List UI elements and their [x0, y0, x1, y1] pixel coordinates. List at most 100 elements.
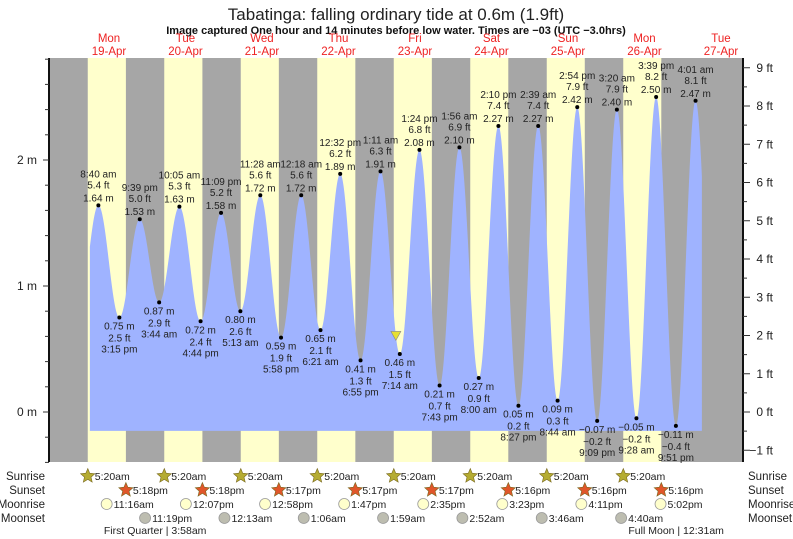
left-tick-label: 2 m	[17, 153, 37, 167]
day-date: 27-Apr	[704, 46, 739, 58]
moonrise-icon	[654, 498, 667, 510]
sunrise-icon	[538, 467, 555, 483]
low-tide-label: 1.3 ft	[349, 376, 371, 387]
high-tide-label: 2.27 m	[523, 114, 554, 125]
low-tide-label: 3:15 pm	[101, 345, 137, 356]
high-tide-label: 11:28 am	[240, 159, 281, 170]
high-tide-label: 8:40 am	[80, 169, 116, 180]
moonrise-time: 12:58pm	[272, 499, 313, 511]
moonrise-row-label-left: Moonrise	[0, 499, 45, 511]
high-tide-label: 7.9 ft	[566, 82, 588, 93]
moonset-icon	[615, 512, 628, 524]
high-tide-label: 9:39 pm	[122, 183, 158, 194]
low-tide-label: 0.2 ft	[507, 422, 529, 433]
high-tide-label: 1.72 m	[286, 183, 317, 194]
current-tide-marker	[390, 331, 402, 342]
moonset-time: 4:40am	[628, 513, 663, 525]
sunrise-icon	[79, 467, 96, 483]
high-tide-label: 3:39 pm	[638, 61, 674, 72]
high-tide-label: 7.4 ft	[527, 101, 549, 112]
low-tide-label: 9:28 am	[618, 445, 654, 456]
sunrise-icon	[615, 467, 632, 483]
day-date: 20-Apr	[168, 46, 203, 58]
moonrise-icon	[179, 498, 192, 510]
sunset-time: 5:16pm	[515, 485, 550, 497]
day-weekday: Sat	[483, 33, 501, 45]
high-tide-label: 1.91 m	[365, 159, 396, 170]
sunset-row-label-right: Sunset	[748, 485, 785, 497]
day-weekday: Sun	[558, 33, 578, 45]
day-date: 24-Apr	[474, 46, 509, 58]
sunset-time: 5:16pm	[592, 485, 627, 497]
sunset-icon	[194, 481, 211, 497]
high-tide-label: 2.42 m	[562, 95, 593, 106]
high-tide-label: 6.3 ft	[369, 146, 391, 157]
high-tide-label: 1.63 m	[164, 195, 195, 206]
axes: 0 m 1 m 2 m −1 ft 0 ft 1 ft 2 ft 3 ft 4 ft 5 ft 6 …	[17, 58, 774, 463]
high-tide-label: 1.89 m	[325, 162, 356, 173]
right-tick-label: −1 ft	[749, 443, 773, 457]
high-tide-label: 2.10 m	[444, 135, 475, 146]
moon-phase-label: First Quarter | 3:58am	[104, 525, 207, 537]
low-tide-label: 8:44 am	[540, 428, 576, 439]
high-tide-label: 6.8 ft	[408, 125, 430, 136]
sunset-icon	[118, 481, 134, 497]
right-tick-label: 1 ft	[756, 367, 773, 381]
right-tick-label: 2 ft	[756, 329, 773, 343]
low-tide-label: −0.4 ft	[662, 442, 690, 453]
high-tide-point	[536, 123, 541, 128]
day-date: 22-Apr	[321, 46, 356, 58]
moonset-time: 11:19pm	[152, 513, 192, 525]
high-tide-label: 2.47 m	[680, 89, 711, 100]
low-tide-label: 0.80 m	[225, 315, 256, 326]
low-tide-label: 6:55 pm	[342, 387, 378, 398]
sunset-icon	[500, 481, 517, 497]
moonrise-row-label-right: Moonrise	[748, 499, 793, 511]
high-tide-label: 1:11 am	[363, 135, 398, 146]
high-tide-label: 1:56 am	[441, 111, 477, 122]
high-tide-point	[693, 98, 698, 103]
high-tide-point	[457, 145, 462, 150]
sunrise-time: 5:20am	[171, 471, 206, 483]
low-tide-label: 0.46 m	[385, 358, 416, 369]
moonset-icon	[377, 512, 389, 524]
high-tide-label: 3:20 am	[599, 74, 635, 85]
right-tick-label: 4 ft	[756, 252, 773, 266]
high-tide-label: 1.64 m	[83, 193, 114, 204]
low-tide-point	[238, 309, 243, 314]
low-tide-point	[318, 328, 323, 333]
sunrise-icon	[232, 467, 249, 483]
sunrise-time: 5:20am	[630, 471, 665, 483]
moonrise-time: 5:02pm	[668, 499, 703, 511]
low-tide-label: 4:44 pm	[183, 348, 219, 359]
low-tide-point	[157, 300, 162, 305]
low-tide-label: 0.7 ft	[428, 402, 450, 413]
low-tide-label: 8:27 pm	[500, 433, 536, 444]
sunset-time: 5:16pm	[668, 485, 703, 497]
low-tide-label: 0.09 m	[542, 405, 573, 416]
low-tide-label: 2.9 ft	[148, 318, 170, 329]
moonset-icon	[139, 512, 151, 524]
moonset-time: 12:13am	[231, 513, 272, 525]
low-tide-label: 0.65 m	[305, 334, 336, 345]
chart-subtitle: Image captured One hour and 14 minutes b…	[166, 25, 626, 37]
low-tide-label: 1.5 ft	[389, 370, 411, 381]
low-tide-point	[673, 423, 678, 428]
sunrise-time: 5:20am	[248, 471, 283, 483]
high-tide-point	[378, 169, 383, 174]
sunset-time: 5:17pm	[362, 485, 397, 497]
high-tide-point	[614, 107, 619, 112]
day-weekday: Wed	[250, 33, 273, 45]
high-tide-point	[219, 210, 224, 215]
sunrise-time: 5:20am	[554, 471, 589, 483]
moonrise-icon	[259, 498, 271, 510]
high-tide-point	[96, 203, 101, 208]
moonrise-icon	[338, 498, 351, 510]
left-tick-label: 1 m	[17, 279, 37, 293]
low-tide-label: 2.5 ft	[108, 334, 130, 345]
right-tick-label: 6 ft	[756, 176, 773, 190]
moonset-time: 2:52am	[469, 513, 504, 525]
high-tide-label: 8.2 ft	[645, 72, 667, 83]
sunset-icon	[347, 481, 364, 497]
sunset-time: 5:17pm	[439, 485, 474, 497]
